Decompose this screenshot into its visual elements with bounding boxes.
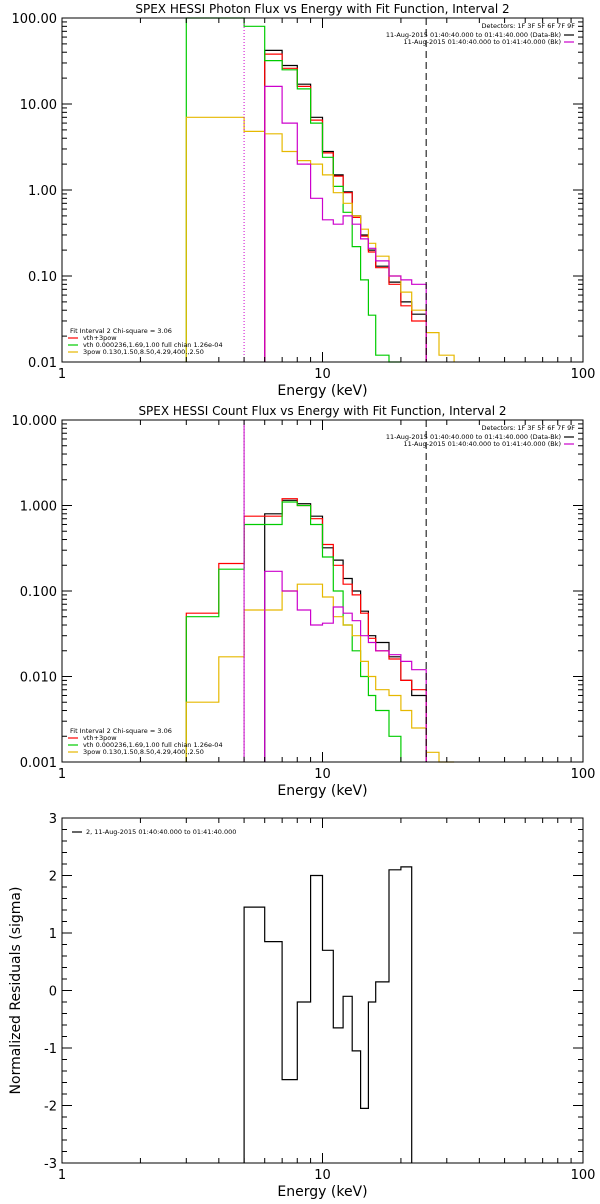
legend-entry-text: 11-Aug-2015 01:40:40.000 to 01:41:40.000… (386, 31, 561, 39)
y-tick-label: 0 (49, 985, 57, 1000)
legend-top-right: Detectors: 1F 3F 5F 6F 7F 9F11-Aug-2015 … (386, 22, 575, 46)
legend-text: 3pow 0.130,1.50,8.50,4.29,400.,2.50 (83, 348, 204, 356)
y-tick-label: 0.100 (20, 585, 57, 600)
x-tick-label: 100 (571, 1168, 596, 1183)
x-tick-label: 10 (314, 367, 331, 382)
y-tick-label: 2 (49, 870, 57, 885)
series-line-4 (185, 583, 455, 763)
legend-detectors: Detectors: 1F 3F 5F 6F 7F 9F (481, 22, 575, 30)
x-tick-label: 100 (571, 367, 596, 382)
legend-bottom-left: Fit Interval 2 Chi-square = 3.06vth+3pow… (68, 727, 223, 756)
y-tick-label: -2 (44, 1100, 57, 1115)
x-axis-label: Energy (keV) (277, 383, 367, 399)
legend-detectors: Detectors: 1F 3F 5F 6F 7F 9F (481, 424, 575, 432)
y-tick-label: 1.000 (20, 500, 57, 515)
series-group (185, 498, 455, 763)
legend-bottom-left: Fit Interval 2 Chi-square = 3.06vth+3pow… (68, 327, 223, 356)
y-tick-label: 1 (49, 927, 57, 942)
legend-text: 2, 11-Aug-2015 01:40:40.000 to 01:41:40.… (86, 828, 236, 836)
x-tick-label: 1 (58, 367, 66, 382)
x-axis: 1 10 100 Energy (keV) (58, 818, 596, 1200)
x-tick-label: 1 (58, 767, 66, 782)
y-axis: 0.001 0.010 0.100 1.000 10.000 (12, 414, 583, 771)
y-tick-label: 0.01 (28, 356, 57, 371)
y-tick-label: 0.001 (20, 756, 57, 771)
chart-title: SPEX HESSI Count Flux vs Energy with Fit… (138, 404, 506, 418)
legend-entry-text: 11-Aug-2015 01:40:40.000 to 01:41:40.000… (404, 440, 561, 448)
series-line-1 (264, 499, 427, 762)
y-tick-label: 10.00 (20, 98, 57, 113)
chart-panel-1: SPEX HESSI Photon Flux vs Energy with Fi… (12, 2, 596, 399)
plot-frame (61, 817, 584, 1164)
legend-text: vth 0.000236,1.69,1.00 full chian 1.26e-… (83, 741, 223, 749)
x-axis-label: Energy (keV) (277, 783, 367, 799)
x-axis: 1 10 100 Energy (keV) (58, 18, 596, 399)
y-axis: 0.01 0.10 1.00 10.00 100.00 (12, 12, 583, 371)
legend-top-right: Detectors: 1F 3F 5F 6F 7F 9F11-Aug-2015 … (386, 424, 575, 448)
y-tick-label: -1 (44, 1042, 57, 1057)
series-line-4 (185, 116, 455, 362)
series-line-3 (185, 17, 401, 363)
plot-frame (61, 17, 584, 363)
x-tick-label: 100 (571, 767, 596, 782)
chart-panel-2: SPEX HESSI Count Flux vs Energy with Fit… (12, 404, 596, 799)
legend-text: vth 0.000236,1.69,1.00 full chian 1.26e-… (83, 341, 223, 349)
legend: 2, 11-Aug-2015 01:40:40.000 to 01:41:40.… (72, 828, 236, 836)
y-axis-label: Normalized Residuals (sigma) (8, 887, 24, 1095)
y-tick-label: -3 (44, 1157, 57, 1172)
y-tick-label: 10.000 (12, 414, 58, 429)
legend-entry-text: 11-Aug-2015 01:40:40.000 to 01:41:40.000… (404, 38, 561, 46)
legend-text: Fit Interval 2 Chi-square = 3.06 (70, 327, 172, 335)
series-group (243, 866, 413, 1163)
y-tick-label: 3 (49, 812, 57, 827)
chart-title: SPEX HESSI Photon Flux vs Energy with Fi… (135, 2, 509, 16)
series-line-1 (264, 49, 427, 362)
x-tick-label: 10 (314, 767, 331, 782)
x-tick-label: 10 (314, 1168, 331, 1183)
legend-entry-text: 11-Aug-2015 01:40:40.000 to 01:41:40.000… (386, 433, 561, 441)
series-line-5 (264, 85, 427, 362)
x-tick-label: 1 (58, 1168, 66, 1183)
series-line-2 (264, 53, 427, 362)
x-axis: 1 10 100 Energy (keV) (58, 420, 596, 799)
series-line-5 (264, 570, 427, 762)
y-tick-label: 0.10 (28, 270, 57, 285)
legend-text: vth+3pow (83, 734, 117, 742)
y-tick-label: 100.00 (12, 12, 58, 27)
series-group (185, 17, 455, 363)
legend-text: vth+3pow (83, 334, 117, 342)
y-axis: -3 -2 -1 0 1 2 3 Normalized Residuals (sigma) (8, 812, 583, 1172)
x-axis-label: Energy (keV) (277, 1184, 367, 1200)
chart-panel-3: 1 10 100 Energy (keV) -3 -2 -1 0 1 2 3 Normalized R… (8, 812, 595, 1200)
series-line-2 (185, 498, 427, 762)
y-tick-label: 1.00 (28, 184, 57, 199)
series-line-1 (243, 866, 413, 1163)
legend-text: Fit Interval 2 Chi-square = 3.06 (70, 727, 172, 735)
y-tick-label: 0.010 (20, 671, 57, 686)
legend-text: 3pow 0.130,1.50,8.50,4.29,400.,2.50 (83, 748, 204, 756)
